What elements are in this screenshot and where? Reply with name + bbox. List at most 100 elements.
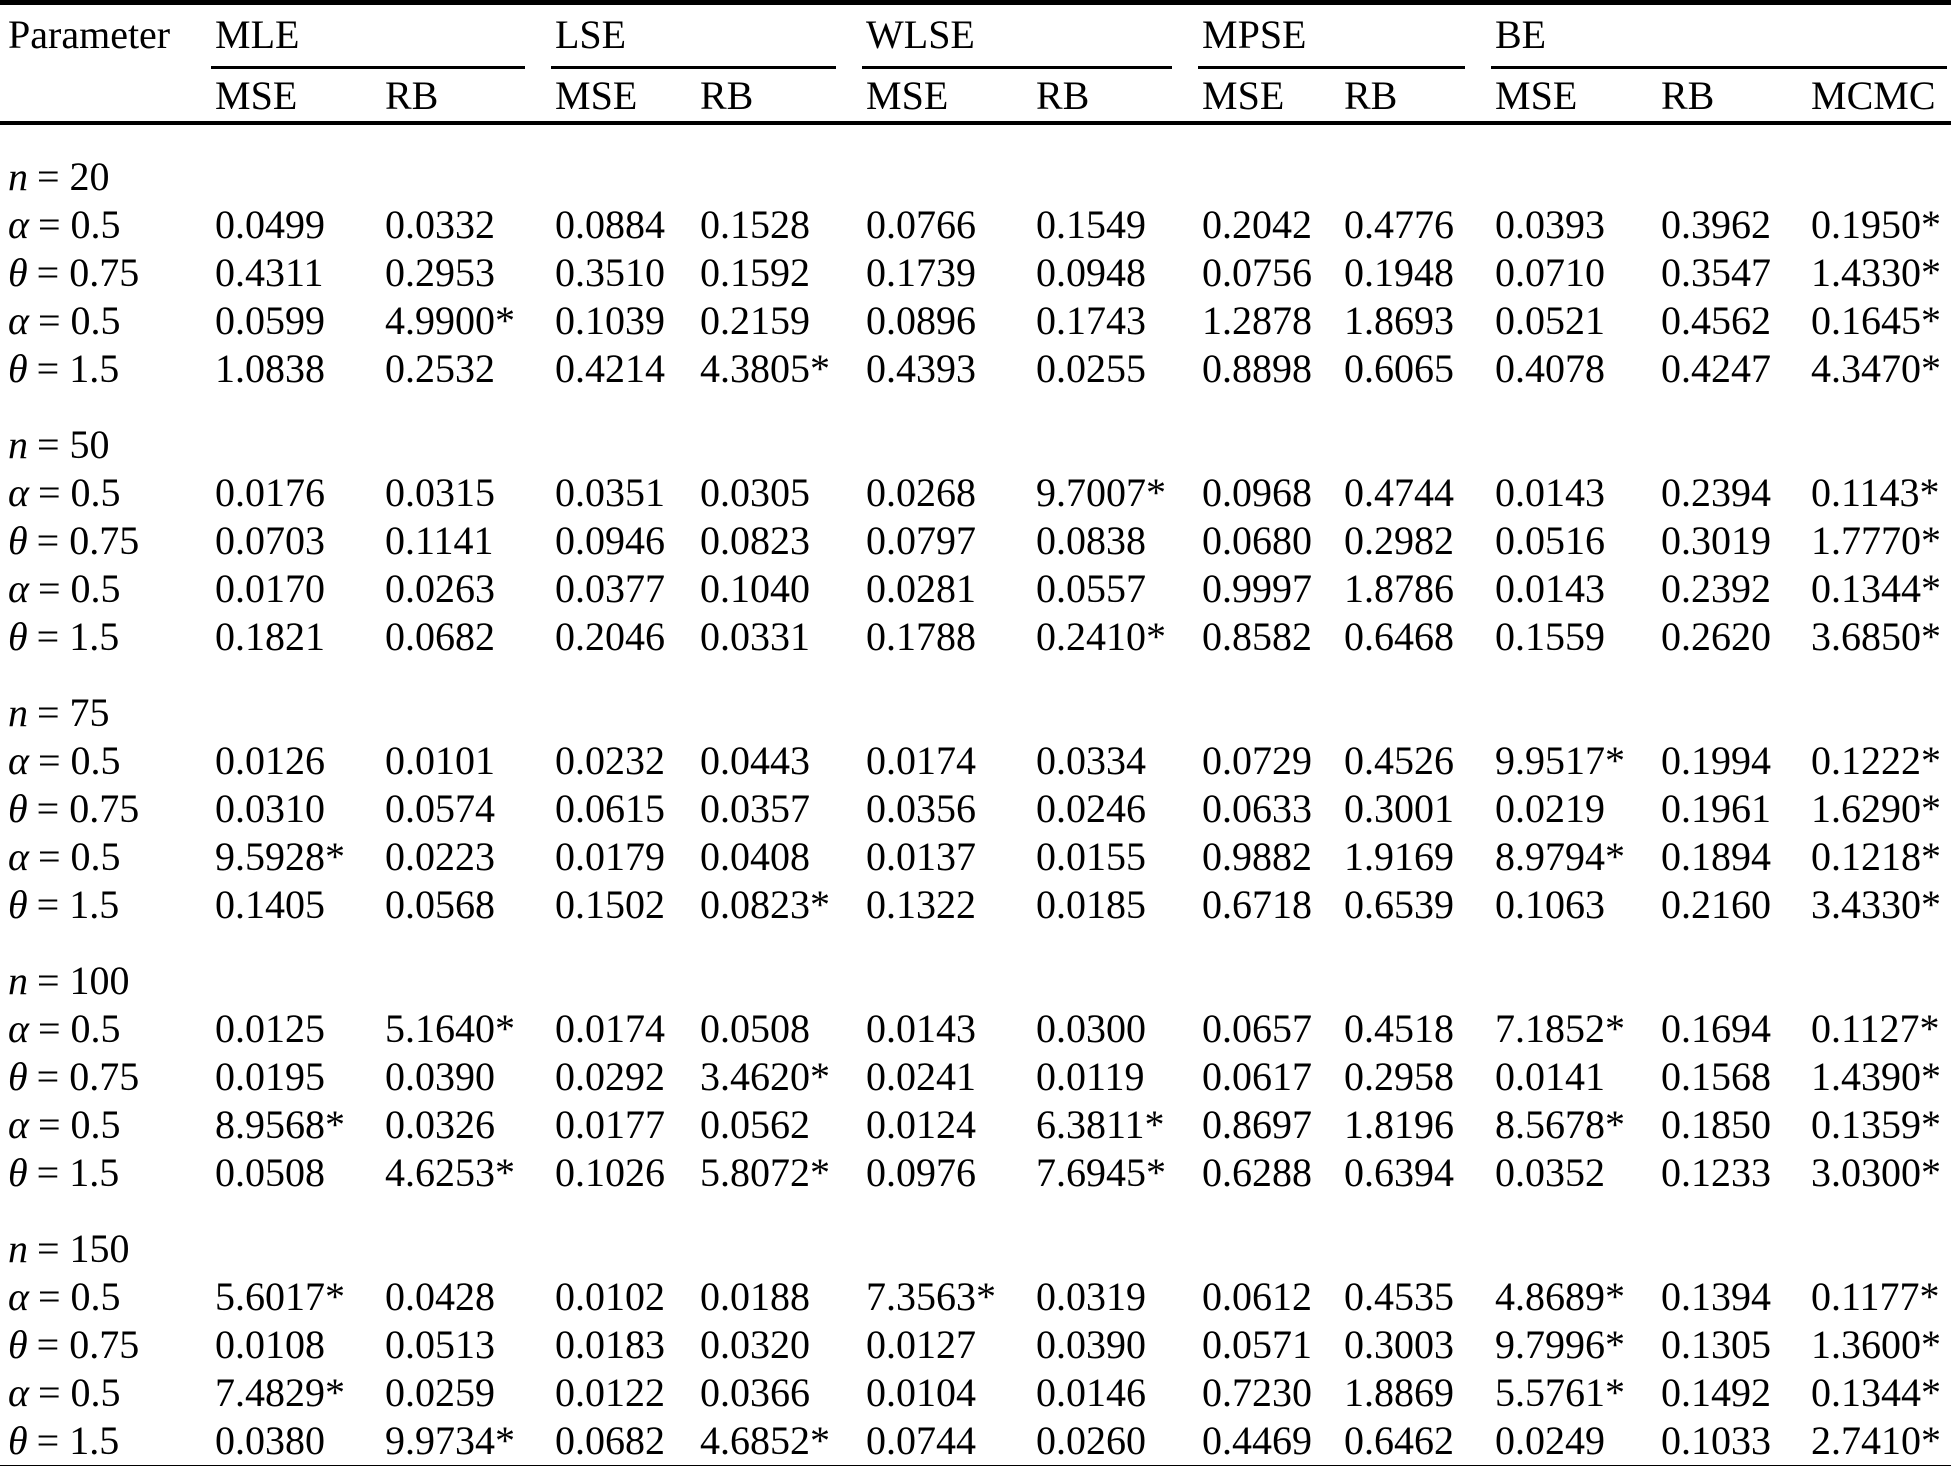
cell-value: 0.0884 [555, 202, 665, 247]
cell-value: 0.0246 [1036, 786, 1146, 831]
parameter-value: = 0.5 [38, 1102, 121, 1147]
cell-value: 0.0823 [700, 518, 810, 563]
cell-value: 0.1739 [866, 250, 976, 295]
cell-value: 0.9997 [1202, 566, 1312, 611]
cell-value: 0.0657 [1202, 1006, 1312, 1051]
cell-value: 7.4829* [215, 1370, 345, 1415]
cell-value: 0.2394 [1661, 470, 1771, 515]
section-label-row: n = 75 [0, 661, 1951, 737]
cell-value: 0.0356 [866, 786, 976, 831]
sample-size-value: = 20 [37, 154, 110, 199]
col-header-mpse-mse: MSE [1202, 69, 1344, 125]
cell-value: 0.0756 [1202, 250, 1312, 295]
cell-value: 0.0334 [1036, 738, 1146, 783]
cell-value: 3.6850* [1811, 614, 1941, 659]
table-row: α = 0.5 7.4829* 0.0259 0.0122 0.0366 0.0104 0.0… [0, 1369, 1951, 1417]
cell-value: 0.1948 [1344, 250, 1454, 295]
cell-value: 0.1788 [866, 614, 976, 659]
cell-value: 0.2982 [1344, 518, 1454, 563]
parameter-label: α = 0.5 [0, 1101, 215, 1149]
cell-value: 0.6065 [1344, 346, 1454, 391]
cell-value: 0.4518 [1344, 1006, 1454, 1051]
cell-value: 0.0331 [700, 614, 810, 659]
parameter-symbol: α [8, 470, 29, 515]
cell-value: 0.0124 [866, 1102, 976, 1147]
cell-value: 0.1592 [700, 250, 810, 295]
cell-value: 0.0351 [555, 470, 665, 515]
cell-value: 0.0557 [1036, 566, 1146, 611]
cell-value: 0.4535 [1344, 1274, 1454, 1319]
group-header-mle: MLE [211, 3, 555, 70]
cell-value: 0.0281 [866, 566, 976, 611]
cell-value: 0.4214 [555, 346, 665, 391]
cell-value: 2.7410* [1811, 1418, 1941, 1463]
cell-value: 0.4776 [1344, 202, 1454, 247]
parameter-value: = 0.75 [36, 250, 140, 295]
parameter-value: = 0.75 [36, 1322, 140, 1367]
cell-value: 5.6017* [215, 1274, 345, 1319]
cell-value: 0.0319 [1036, 1274, 1146, 1319]
cell-value: 0.3962 [1661, 202, 1771, 247]
cell-value: 1.4330* [1811, 250, 1941, 295]
cell-value: 0.2620 [1661, 614, 1771, 659]
cell-value: 0.0125 [215, 1006, 325, 1051]
group-header-mpse: MPSE [1198, 3, 1495, 70]
cell-value: 0.0680 [1202, 518, 1312, 563]
cell-value: 0.1222* [1811, 738, 1941, 783]
cell-value: 4.3470* [1811, 346, 1941, 391]
cell-value: 5.8072* [700, 1150, 830, 1195]
cell-value: 0.1645* [1811, 298, 1941, 343]
cell-value: 0.0574 [385, 786, 495, 831]
cell-value: 0.7230 [1202, 1370, 1312, 1415]
cell-value: 0.0377 [555, 566, 665, 611]
metric-header-row: MSE RB MSE RB MSE RB MSE RB MSE RB MCMC [0, 69, 1951, 125]
section-label: n = 20 [0, 123, 1951, 201]
cell-value: 0.0320 [700, 1322, 810, 1367]
parameter-label: α = 0.5 [0, 201, 215, 249]
cell-value: 1.9169 [1344, 834, 1454, 879]
cell-value: 1.6290* [1811, 786, 1941, 831]
cell-value: 0.8582 [1202, 614, 1312, 659]
cell-value: 0.1026 [555, 1150, 665, 1195]
parameter-value: = 0.5 [38, 298, 121, 343]
cell-value: 0.8697 [1202, 1102, 1312, 1147]
parameter-value: = 1.5 [36, 1150, 120, 1195]
cell-value: 0.1218* [1811, 834, 1941, 879]
cell-value: 0.0633 [1202, 786, 1312, 831]
parameter-label: θ = 0.75 [0, 249, 215, 297]
parameter-symbol: θ [8, 786, 28, 831]
cell-value: 0.0179 [555, 834, 665, 879]
cell-value: 0.1394 [1661, 1274, 1771, 1319]
cell-value: 0.1344* [1811, 566, 1941, 611]
cell-value: 0.0968 [1202, 470, 1312, 515]
group-header-wlse: WLSE [862, 3, 1202, 70]
col-header-lse-mse: MSE [555, 69, 700, 125]
parameter-label: α = 0.5 [0, 297, 215, 345]
parameter-symbol: α [8, 834, 29, 879]
cell-value: 0.0744 [866, 1418, 976, 1463]
cell-value: 0.0896 [866, 298, 976, 343]
parameter-value: = 0.5 [38, 1006, 121, 1051]
col-header-wlse-mse: MSE [866, 69, 1036, 125]
cell-value: 0.1305 [1661, 1322, 1771, 1367]
cell-value: 6.3811* [1036, 1102, 1165, 1147]
section-label: n = 50 [0, 393, 1951, 469]
section-label-row: n = 100 [0, 929, 1951, 1005]
cell-value: 0.0508 [700, 1006, 810, 1051]
cell-value: 8.9794* [1495, 834, 1625, 879]
cell-value: 0.1405 [215, 882, 325, 927]
cell-value: 0.6539 [1344, 882, 1454, 927]
cell-value: 0.4744 [1344, 470, 1454, 515]
section-label: n = 75 [0, 661, 1951, 737]
cell-value: 0.0260 [1036, 1418, 1146, 1463]
cell-value: 0.0108 [215, 1322, 325, 1367]
cell-value: 0.4247 [1661, 346, 1771, 391]
parameter-column-header: Parameter [0, 2, 215, 125]
cell-value: 8.5678* [1495, 1102, 1625, 1147]
parameter-symbol: θ [8, 1322, 28, 1367]
cell-value: 0.1039 [555, 298, 665, 343]
cell-value: 7.1852* [1495, 1006, 1625, 1051]
parameter-symbol: θ [8, 1150, 28, 1195]
parameter-value: = 0.5 [38, 470, 121, 515]
cell-value: 0.2392 [1661, 566, 1771, 611]
